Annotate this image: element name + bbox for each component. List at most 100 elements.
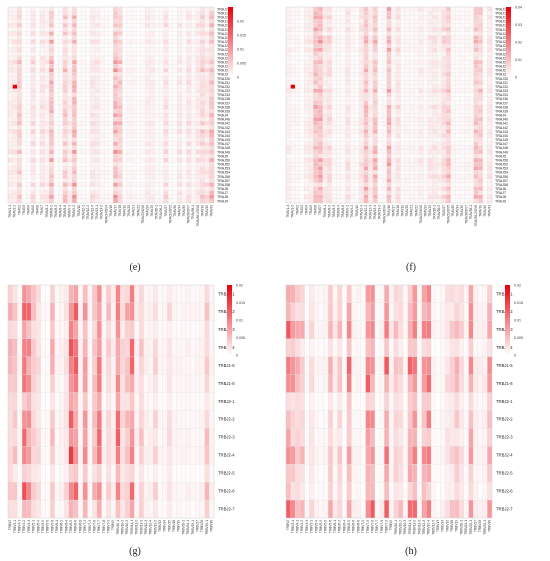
heatmap-cell xyxy=(204,410,210,429)
heatmap-cell xyxy=(145,23,151,28)
heatmap-cell xyxy=(446,198,451,204)
heatmap-cell xyxy=(12,117,18,122)
heatmap-cell xyxy=(131,51,137,57)
heatmap-cell xyxy=(177,166,183,171)
heatmap-cell xyxy=(200,84,205,89)
heatmap-cell xyxy=(54,374,60,393)
heatmap-cell xyxy=(313,174,319,179)
heatmap-cell xyxy=(336,23,342,28)
heatmap-cell xyxy=(372,194,378,200)
heatmap-cell xyxy=(177,80,183,85)
heatmap-cell xyxy=(7,194,13,200)
heatmap-cell xyxy=(67,27,73,32)
heatmap-cell xyxy=(432,19,438,24)
row-label: TRAJ31 xyxy=(495,81,508,85)
heatmap-cell xyxy=(186,137,192,142)
heatmap-cell xyxy=(478,31,483,36)
heatmap-cell xyxy=(172,108,178,114)
heatmap-cell xyxy=(44,190,50,195)
heatmap-cell xyxy=(391,19,396,24)
row-label: TRAJ40 xyxy=(217,118,230,122)
heatmap-cell xyxy=(58,162,64,167)
heatmap-cell xyxy=(163,178,169,183)
heatmap-cell xyxy=(427,190,433,195)
heatmap-cell xyxy=(7,121,13,126)
heatmap-cell xyxy=(122,166,128,171)
heatmap-cell xyxy=(71,76,77,81)
heatmap-cell xyxy=(304,117,310,122)
heatmap-cell xyxy=(54,302,60,321)
heatmap-cell xyxy=(58,174,64,179)
heatmap-cell xyxy=(487,51,493,57)
heatmap-cell xyxy=(110,464,116,483)
heatmap-cell xyxy=(455,174,461,179)
heatmap-cell xyxy=(99,88,105,93)
heatmap-cell xyxy=(39,39,45,44)
heatmap-cell xyxy=(186,108,192,114)
heatmap-cell xyxy=(53,198,59,204)
heatmap-cell xyxy=(409,125,415,130)
heatmap-cell xyxy=(377,43,383,48)
heatmap-cell xyxy=(468,100,474,106)
heatmap-cell xyxy=(104,170,109,175)
heatmap-cell xyxy=(331,27,337,32)
heatmap-cell xyxy=(317,186,323,191)
heatmap-cell xyxy=(363,182,369,187)
heatmap-cell xyxy=(340,157,346,163)
heatmap-cell xyxy=(200,92,205,97)
heatmap-cell xyxy=(12,284,18,304)
heatmap-cell xyxy=(117,39,123,44)
heatmap-cell xyxy=(12,464,18,483)
heatmap-cell xyxy=(163,51,169,57)
heatmap-cell xyxy=(368,166,374,171)
heatmap-cell xyxy=(58,113,64,118)
heatmap-cell xyxy=(359,108,364,114)
heatmap-cell xyxy=(49,190,54,195)
heatmap-cell xyxy=(94,27,100,32)
heatmap-cell xyxy=(117,194,123,200)
heatmap-cell xyxy=(62,170,68,175)
heatmap-cell xyxy=(432,31,438,36)
heatmap-cell xyxy=(395,88,401,93)
heatmap-cell xyxy=(94,153,100,159)
heatmap-cell xyxy=(299,137,305,142)
heatmap-cell xyxy=(171,410,177,429)
colorbar-tick-label: 0.04 xyxy=(515,5,522,9)
heatmap-cell xyxy=(349,190,355,195)
heatmap-cell xyxy=(487,15,493,20)
row-label: TRAJ40 xyxy=(495,118,508,122)
heatmap-cell xyxy=(414,104,419,110)
heatmap-cell xyxy=(285,170,291,175)
heatmap-cell xyxy=(21,174,27,179)
heatmap-cell xyxy=(345,47,351,53)
heatmap-cell xyxy=(363,64,369,69)
heatmap-cell xyxy=(35,47,41,53)
heatmap-cell xyxy=(122,121,128,126)
heatmap-cell xyxy=(473,84,479,89)
heatmap-cell xyxy=(317,104,323,110)
heatmap-cell xyxy=(359,153,364,159)
heatmap-cell xyxy=(340,23,346,28)
heatmap-cell xyxy=(404,35,410,40)
heatmap-cell xyxy=(290,55,296,61)
heatmap-cell xyxy=(377,145,383,151)
heatmap-cell xyxy=(336,166,342,171)
heatmap-cell xyxy=(117,76,123,81)
heatmap-cell xyxy=(145,35,151,40)
heatmap-cell xyxy=(117,174,123,179)
column-label: TRAV23/DV6 xyxy=(141,205,145,224)
heatmap-cell xyxy=(99,117,105,122)
heatmap-cell xyxy=(113,92,118,97)
heatmap-cell xyxy=(359,39,364,44)
heatmap-cell xyxy=(96,302,102,321)
heatmap-cell xyxy=(354,125,360,130)
heatmap-cell xyxy=(478,170,483,175)
heatmap-cell xyxy=(395,23,401,28)
heatmap-cell xyxy=(391,137,396,142)
heatmap-cell xyxy=(327,59,332,65)
heatmap-cell xyxy=(436,64,442,69)
heatmap-cell xyxy=(117,10,123,16)
heatmap-cell xyxy=(304,104,310,110)
heatmap-cell xyxy=(464,166,470,171)
heatmap-cell xyxy=(336,19,342,24)
